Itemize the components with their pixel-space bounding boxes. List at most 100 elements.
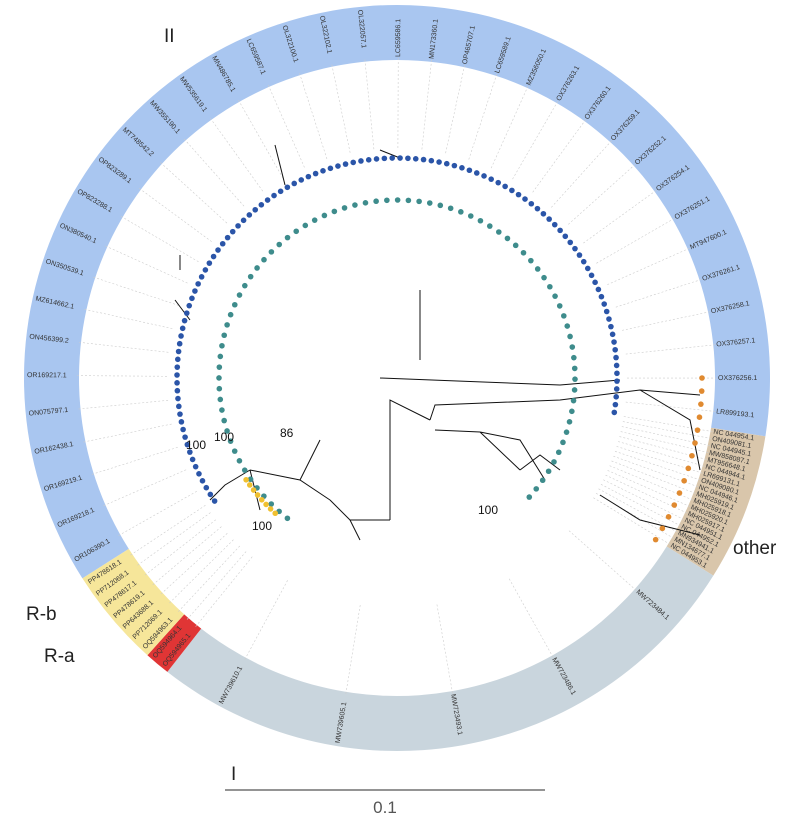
tip xyxy=(534,205,541,212)
leaf-guide xyxy=(490,85,529,169)
tip xyxy=(522,196,528,202)
tip xyxy=(373,198,379,205)
tip xyxy=(175,395,181,402)
leaf-guide xyxy=(593,497,671,545)
tip xyxy=(217,353,224,360)
tip xyxy=(236,458,243,464)
tip xyxy=(177,411,183,417)
clade-label: R-a xyxy=(44,646,75,667)
leaf-guide xyxy=(160,162,228,224)
tip xyxy=(216,385,223,392)
leaf-guide xyxy=(568,530,637,591)
leaf-guide xyxy=(621,311,711,331)
tip xyxy=(176,403,182,410)
bootstrap: 100 xyxy=(214,430,234,444)
tip xyxy=(227,438,234,444)
tip xyxy=(443,160,450,167)
leaf-label: MN173360.1 xyxy=(429,19,440,60)
tip xyxy=(179,325,186,332)
tip xyxy=(595,286,602,293)
tip xyxy=(174,356,181,363)
tip xyxy=(685,465,692,472)
leaf-guide xyxy=(178,545,241,612)
tip xyxy=(186,302,193,309)
leaf-guide xyxy=(299,73,328,160)
leaf-label: OX376256.1 xyxy=(718,375,757,382)
leaf-guide xyxy=(186,551,247,620)
tip xyxy=(352,202,358,208)
clade-label: R-b xyxy=(26,604,57,625)
tip xyxy=(219,407,225,413)
tip xyxy=(477,217,484,224)
tip xyxy=(412,156,419,162)
tip xyxy=(534,266,541,272)
leaf-guide xyxy=(84,308,173,329)
tip xyxy=(221,417,227,424)
tip xyxy=(178,419,185,425)
tip xyxy=(276,241,283,248)
tip xyxy=(689,452,695,459)
leaf-guide xyxy=(609,465,693,501)
tip xyxy=(252,206,259,213)
tip xyxy=(181,317,188,324)
tip xyxy=(358,158,364,164)
tip xyxy=(571,387,578,393)
leaf-guide xyxy=(595,493,675,539)
tip xyxy=(509,187,515,194)
leaf-guide xyxy=(445,65,465,154)
tip xyxy=(520,249,527,256)
tip xyxy=(236,292,243,298)
tip xyxy=(215,247,221,253)
tip xyxy=(560,439,566,446)
tip xyxy=(182,434,188,440)
leaf-guide xyxy=(596,218,675,264)
tip xyxy=(198,274,205,280)
leaf-guide xyxy=(160,533,228,595)
leaf-guide xyxy=(583,190,657,244)
leaf-guide xyxy=(625,344,716,355)
leaf-label: OR169217.1 xyxy=(27,372,67,379)
tip xyxy=(580,258,587,265)
tip xyxy=(189,295,195,302)
leaf-guide xyxy=(118,491,197,536)
leaf-guide xyxy=(620,431,709,453)
tip xyxy=(533,486,540,492)
tip xyxy=(609,331,616,338)
tip xyxy=(247,476,254,483)
tip xyxy=(563,429,570,435)
leaf-guide xyxy=(532,119,586,193)
tip xyxy=(692,440,698,446)
leaf-guide xyxy=(607,247,690,285)
tip xyxy=(671,502,678,508)
tip xyxy=(247,273,254,280)
leaf-guide xyxy=(91,447,178,475)
tip xyxy=(428,157,435,164)
tip xyxy=(174,364,181,370)
leaf-guide xyxy=(169,539,234,604)
leaf-label: ON456399.2 xyxy=(29,334,69,345)
tip xyxy=(592,279,598,286)
tip xyxy=(451,162,458,169)
tip xyxy=(486,223,493,229)
tip xyxy=(420,156,427,163)
tip xyxy=(202,267,209,273)
tip xyxy=(224,428,230,434)
tip xyxy=(547,283,553,290)
tip xyxy=(320,168,326,174)
leaf-guide xyxy=(603,479,685,520)
leaf-guide xyxy=(611,460,696,494)
leaf-guide xyxy=(130,505,206,556)
clade-label: I xyxy=(231,764,236,785)
tip xyxy=(694,427,701,433)
leaf-guide xyxy=(468,73,498,160)
tip xyxy=(350,159,357,166)
tip xyxy=(254,265,260,271)
leaf-guide xyxy=(139,188,212,242)
tip xyxy=(284,184,291,191)
tip xyxy=(180,426,186,433)
tip xyxy=(405,197,412,204)
tip xyxy=(665,514,672,520)
leaf-guide xyxy=(617,441,705,467)
tip xyxy=(381,155,388,162)
